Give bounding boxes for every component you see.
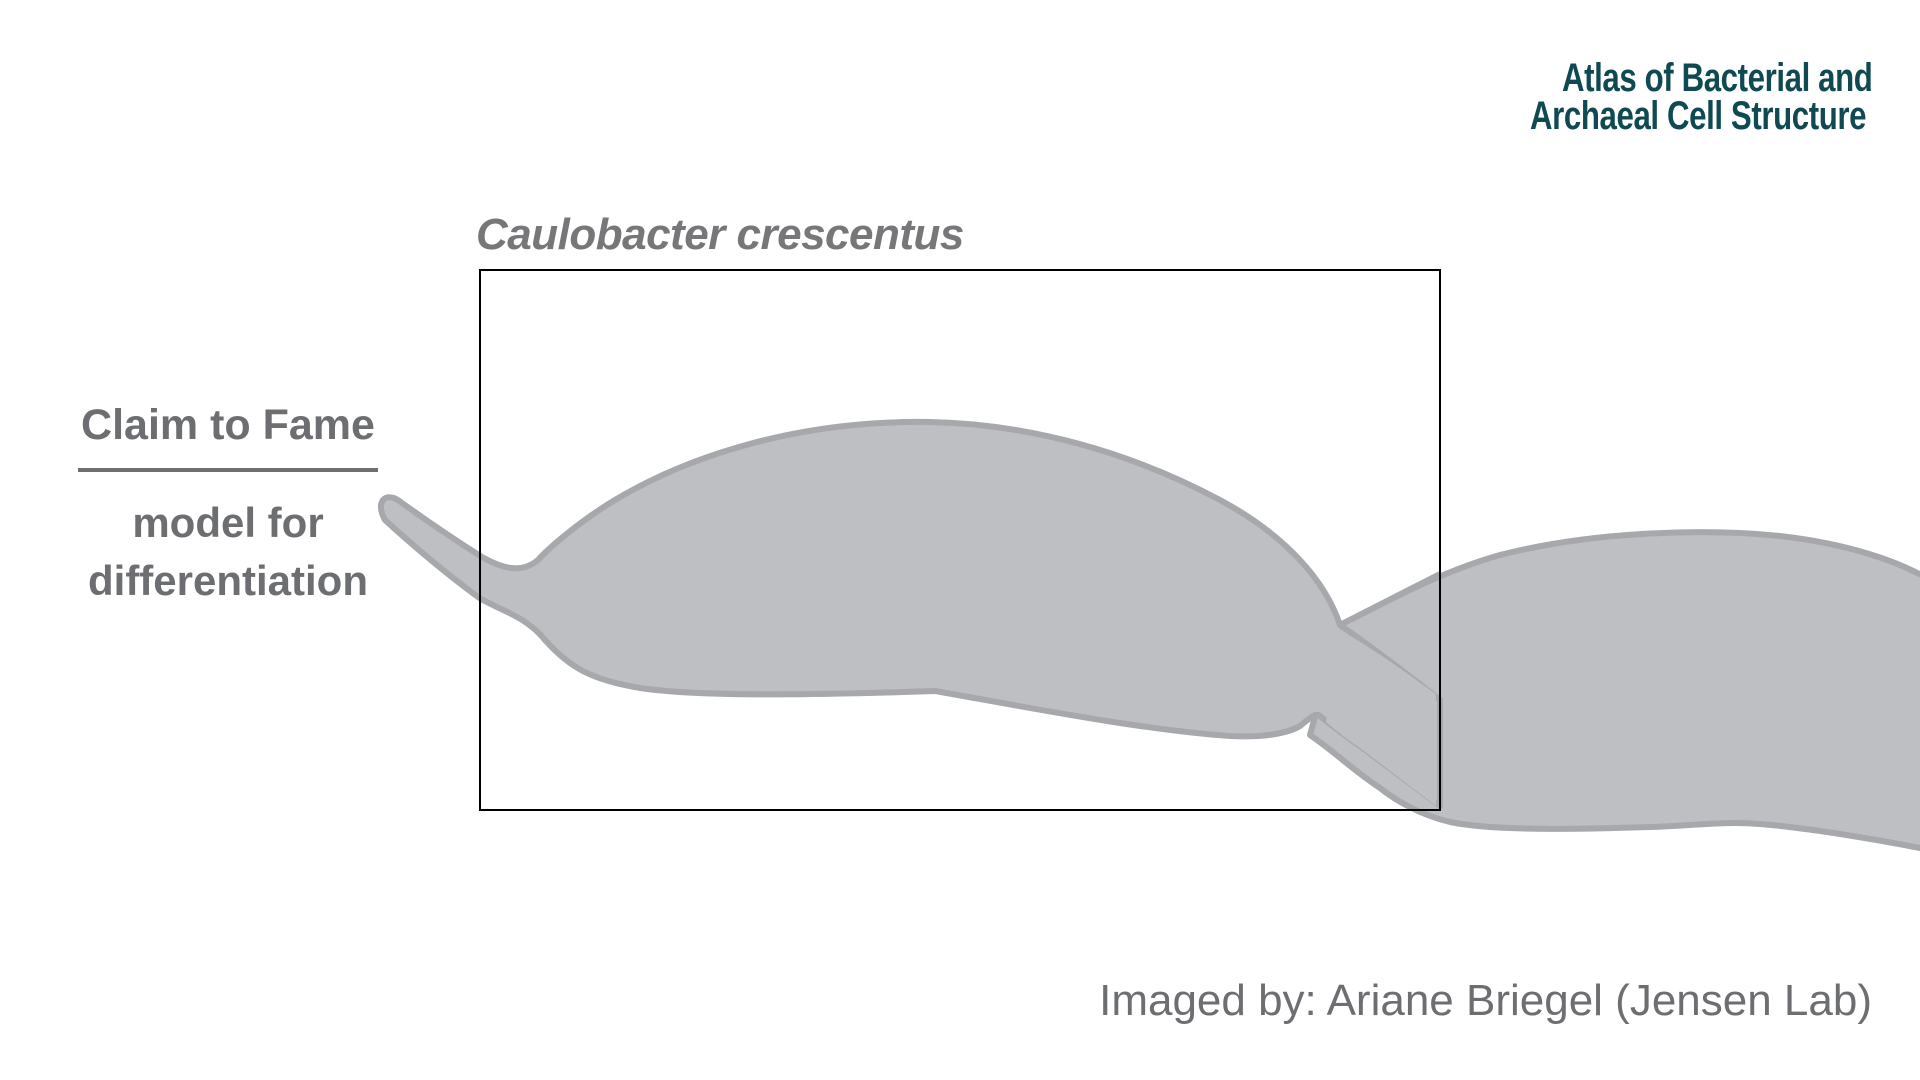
claim-to-fame: Claim to Fame model for differentiation xyxy=(60,398,396,610)
stalked-cell xyxy=(377,418,1443,809)
species-title: Caulobacter crescentus xyxy=(476,210,964,259)
tomogram-box xyxy=(479,269,1441,811)
claim-text: model for differentiation xyxy=(88,499,368,604)
claim-divider xyxy=(78,468,378,472)
daughter-cell xyxy=(1307,529,1920,852)
image-credit: Imaged by: Ariane Briegel (Jensen Lab) xyxy=(1099,976,1872,1025)
division-outline xyxy=(1338,571,1442,628)
division-site xyxy=(1326,628,1436,806)
claim-heading: Claim to Fame xyxy=(81,401,375,449)
atlas-logo: Atlas of Bacterial and Archaeal Cell Str… xyxy=(1530,58,1873,136)
